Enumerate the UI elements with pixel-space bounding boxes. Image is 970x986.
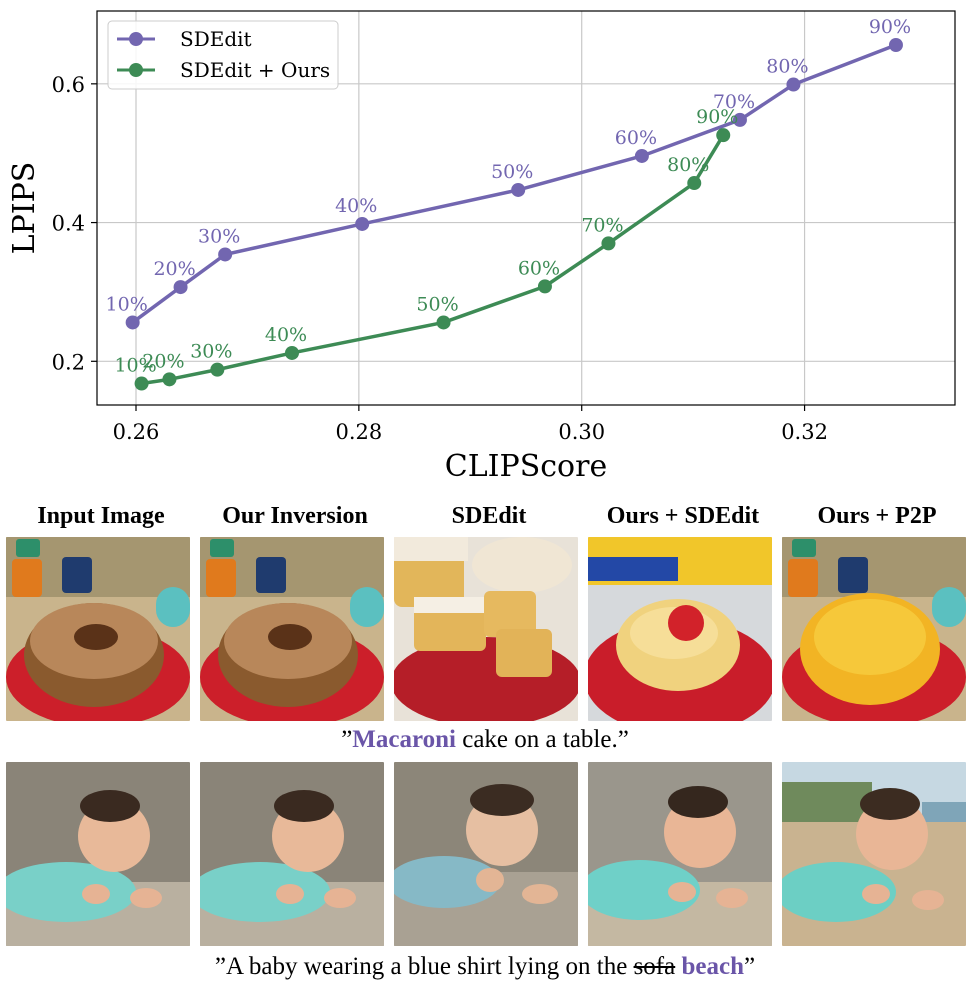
data-point-ours: [601, 236, 616, 251]
caption-baby-open: ”A baby wearing a blue shirt lying on th…: [214, 953, 634, 980]
image-cake-input: [6, 537, 190, 721]
image-baby-sdedit: [394, 762, 578, 946]
image-cake-ours-p2p: [782, 537, 966, 721]
data-point-sdedit: [634, 148, 649, 163]
data-point-sdedit: [786, 77, 801, 92]
image-baby-ours-sdedit: [588, 762, 772, 946]
column-header-input: Input Image: [37, 503, 165, 529]
data-point-ours: [716, 128, 731, 143]
data-point-ours: [537, 279, 552, 294]
data-label-ours: 50%: [416, 293, 458, 315]
data-label-ours: 90%: [696, 106, 738, 128]
caption-baby: ”A baby wearing a blue shirt lying on th…: [0, 953, 970, 981]
data-point-sdedit: [218, 247, 233, 262]
plot-frame: [96, 10, 956, 406]
column-header-ours-p2p: Ours + P2P: [817, 503, 937, 529]
data-point-sdedit: [355, 216, 370, 231]
data-point-sdedit: [732, 112, 747, 127]
legend-marker-sdedit: [129, 32, 143, 46]
data-label-ours: 30%: [190, 341, 232, 363]
data-point-ours: [436, 315, 451, 330]
data-label-ours: 10%: [114, 354, 156, 376]
image-baby-input: [6, 762, 190, 946]
legend-box: [107, 20, 339, 90]
legend-label-ours: SDEdit + Ours: [180, 58, 330, 82]
data-label-ours: 70%: [581, 214, 623, 236]
data-label-ours: 40%: [265, 324, 307, 346]
data-point-ours: [162, 372, 177, 387]
column-header-inversion: Our Inversion: [222, 503, 368, 529]
column-header-sdedit: SDEdit: [451, 503, 527, 529]
image-baby-inversion: [200, 762, 384, 946]
caption-macaroni-open: ”: [341, 726, 353, 753]
data-label-sdedit: 50%: [491, 161, 533, 183]
data-point-ours: [134, 376, 149, 391]
x-tick-label: 0.30: [558, 420, 605, 444]
x-tick-label: 0.28: [335, 420, 382, 444]
caption-macaroni-highlight: Macaroni: [352, 726, 456, 753]
data-point-ours: [687, 176, 702, 191]
data-point-sdedit: [888, 37, 903, 52]
image-baby-ours-p2p: [782, 762, 966, 946]
data-label-sdedit: 80%: [766, 56, 808, 78]
caption-baby-highlight: beach: [681, 953, 744, 980]
data-label-sdedit: 70%: [713, 91, 755, 113]
column-header-ours-sdedit: Ours + SDEdit: [606, 503, 760, 529]
caption-baby-strike: sofa: [633, 953, 676, 980]
data-point-sdedit: [125, 315, 140, 330]
x-tick-label: 0.26: [113, 420, 160, 444]
caption-baby-close: ”: [743, 953, 756, 980]
legend-marker-ours: [129, 63, 143, 77]
axis-ticks: 0.26 0.28 0.30 0.32 0.2 0.4 0.6: [52, 73, 828, 444]
y-axis-label: LPIPS: [7, 162, 42, 255]
x-axis-label: CLIPScore: [445, 449, 607, 484]
legend-label-sdedit: SDEdit: [180, 27, 252, 51]
data-label-ours: 80%: [667, 154, 709, 176]
data-label-sdedit: 90%: [869, 16, 911, 38]
data-point-sdedit: [511, 182, 526, 197]
series-layer: 10%20%30%40%50%60%70%80%90%10%20% 30%40%5…: [106, 16, 911, 391]
image-cake-inversion: [200, 537, 384, 721]
data-label-sdedit: 20%: [153, 258, 195, 280]
legend: SDEdit SDEdit + Ours: [107, 20, 339, 90]
data-point-sdedit: [173, 280, 188, 295]
image-cake-ours-sdedit: [588, 537, 772, 721]
data-label-ours: 20%: [142, 350, 184, 372]
data-label-ours: 60%: [518, 257, 560, 279]
caption-macaroni: ”Macaroni cake on a table.”: [0, 726, 970, 754]
data-label-sdedit: 40%: [335, 195, 377, 217]
data-label-sdedit: 60%: [615, 127, 657, 149]
column-headers: Input Image Our Inversion SDEdit Ours + …: [0, 503, 970, 533]
image-cake-sdedit: [394, 537, 578, 721]
data-point-ours: [285, 345, 299, 360]
lpips-clipscore-chart: 10%20%30%40%50%60%70%80%90%10%20% 30%40%5…: [7, 10, 956, 484]
y-tick-label: 0.6: [52, 73, 85, 97]
caption-macaroni-rest: cake on a table.”: [455, 726, 629, 753]
data-point-ours: [210, 362, 225, 377]
data-label-sdedit: 30%: [198, 225, 240, 247]
y-tick-label: 0.4: [52, 212, 85, 236]
data-label-sdedit: 10%: [106, 293, 148, 315]
y-tick-label: 0.2: [52, 350, 85, 374]
x-tick-label: 0.32: [781, 420, 828, 444]
